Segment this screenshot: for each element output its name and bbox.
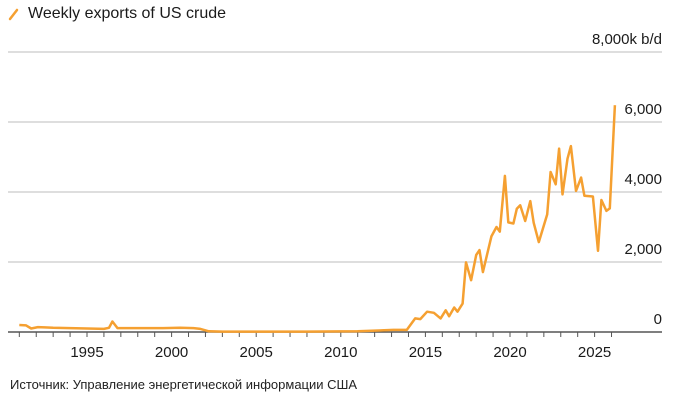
x-tick-label: 2000	[155, 344, 188, 361]
y-tick-label: 8,000k b/d	[592, 31, 662, 48]
x-tick-label: 2020	[493, 344, 526, 361]
x-tick-label: 2015	[409, 344, 442, 361]
legend: Weekly exports of US crude	[8, 5, 226, 23]
y-tick-label: 6,000	[624, 101, 662, 118]
y-tick-label: 2,000	[624, 241, 662, 258]
x-tick-label: 2025	[578, 344, 611, 361]
legend-label: Weekly exports of US crude	[28, 5, 227, 22]
x-tick-label: 1995	[70, 344, 103, 361]
y-tick-label: 0	[654, 311, 662, 328]
y-tick-label: 4,000	[624, 171, 662, 188]
series-line	[19, 105, 617, 333]
source-note: Источник: Управление энергетической инфо…	[10, 377, 358, 392]
x-tick-label: 2005	[240, 344, 273, 361]
x-tick-label: 2010	[324, 344, 357, 361]
legend-line-icon	[8, 8, 19, 21]
